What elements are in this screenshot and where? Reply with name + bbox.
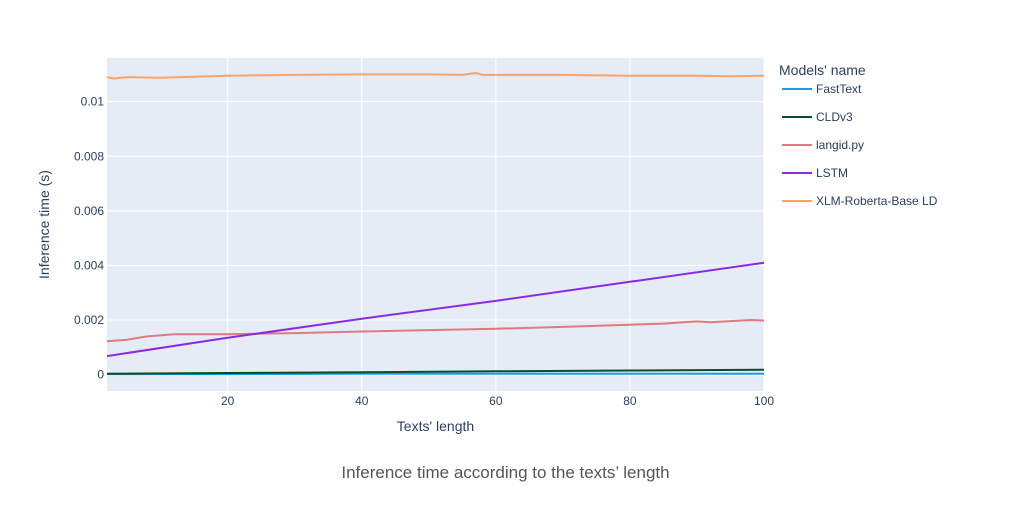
series-line-xlm-roberta-base-ld[interactable] <box>106 72 765 80</box>
series-lines <box>106 72 765 376</box>
legend-item[interactable]: langid.py <box>782 138 864 152</box>
legend-label: FastText <box>816 82 862 96</box>
x-tick-label: 40 <box>355 394 369 408</box>
legend-item[interactable]: XLM-Roberta-Base LD <box>782 194 938 208</box>
x-axis-ticks: 20 40 60 80 100 <box>221 394 774 408</box>
legend-item[interactable]: CLDv3 <box>782 110 853 124</box>
y-tick-label: 0.002 <box>74 313 104 327</box>
legend-item[interactable]: LSTM <box>782 166 848 180</box>
y-tick-label: 0 <box>97 368 104 382</box>
x-tick-label: 100 <box>754 394 774 408</box>
series-line-lstm[interactable] <box>106 261 765 358</box>
legend-item[interactable]: FastText <box>782 82 862 96</box>
x-tick-label: 20 <box>221 394 235 408</box>
y-axis-title: Inference time (s) <box>36 170 52 279</box>
legend-label: XLM-Roberta-Base LD <box>816 194 938 208</box>
x-tick-label: 80 <box>623 394 637 408</box>
y-tick-label: 0.006 <box>74 204 104 218</box>
legend-label: CLDv3 <box>816 110 853 124</box>
y-tick-label: 0.01 <box>81 95 105 109</box>
chart-caption: Inference time according to the texts’ l… <box>341 463 670 482</box>
legend-title: Models' name <box>779 62 866 78</box>
y-axis-ticks: 0 0.002 0.004 0.006 0.008 0.01 <box>74 95 104 382</box>
legend-label: LSTM <box>816 166 848 180</box>
x-tick-label: 60 <box>489 394 503 408</box>
x-axis-title: Texts' length <box>397 418 474 434</box>
series-line-cldv3[interactable] <box>106 368 765 375</box>
series-line-langid-py[interactable] <box>106 319 765 343</box>
legend-label: langid.py <box>816 138 864 152</box>
y-tick-label: 0.008 <box>74 149 104 163</box>
legend[interactable]: FastText CLDv3 langid.py LSTM XLM-Roberta-Ba… <box>782 82 938 208</box>
plot-area <box>107 58 764 391</box>
y-tick-label: 0.004 <box>74 258 104 272</box>
